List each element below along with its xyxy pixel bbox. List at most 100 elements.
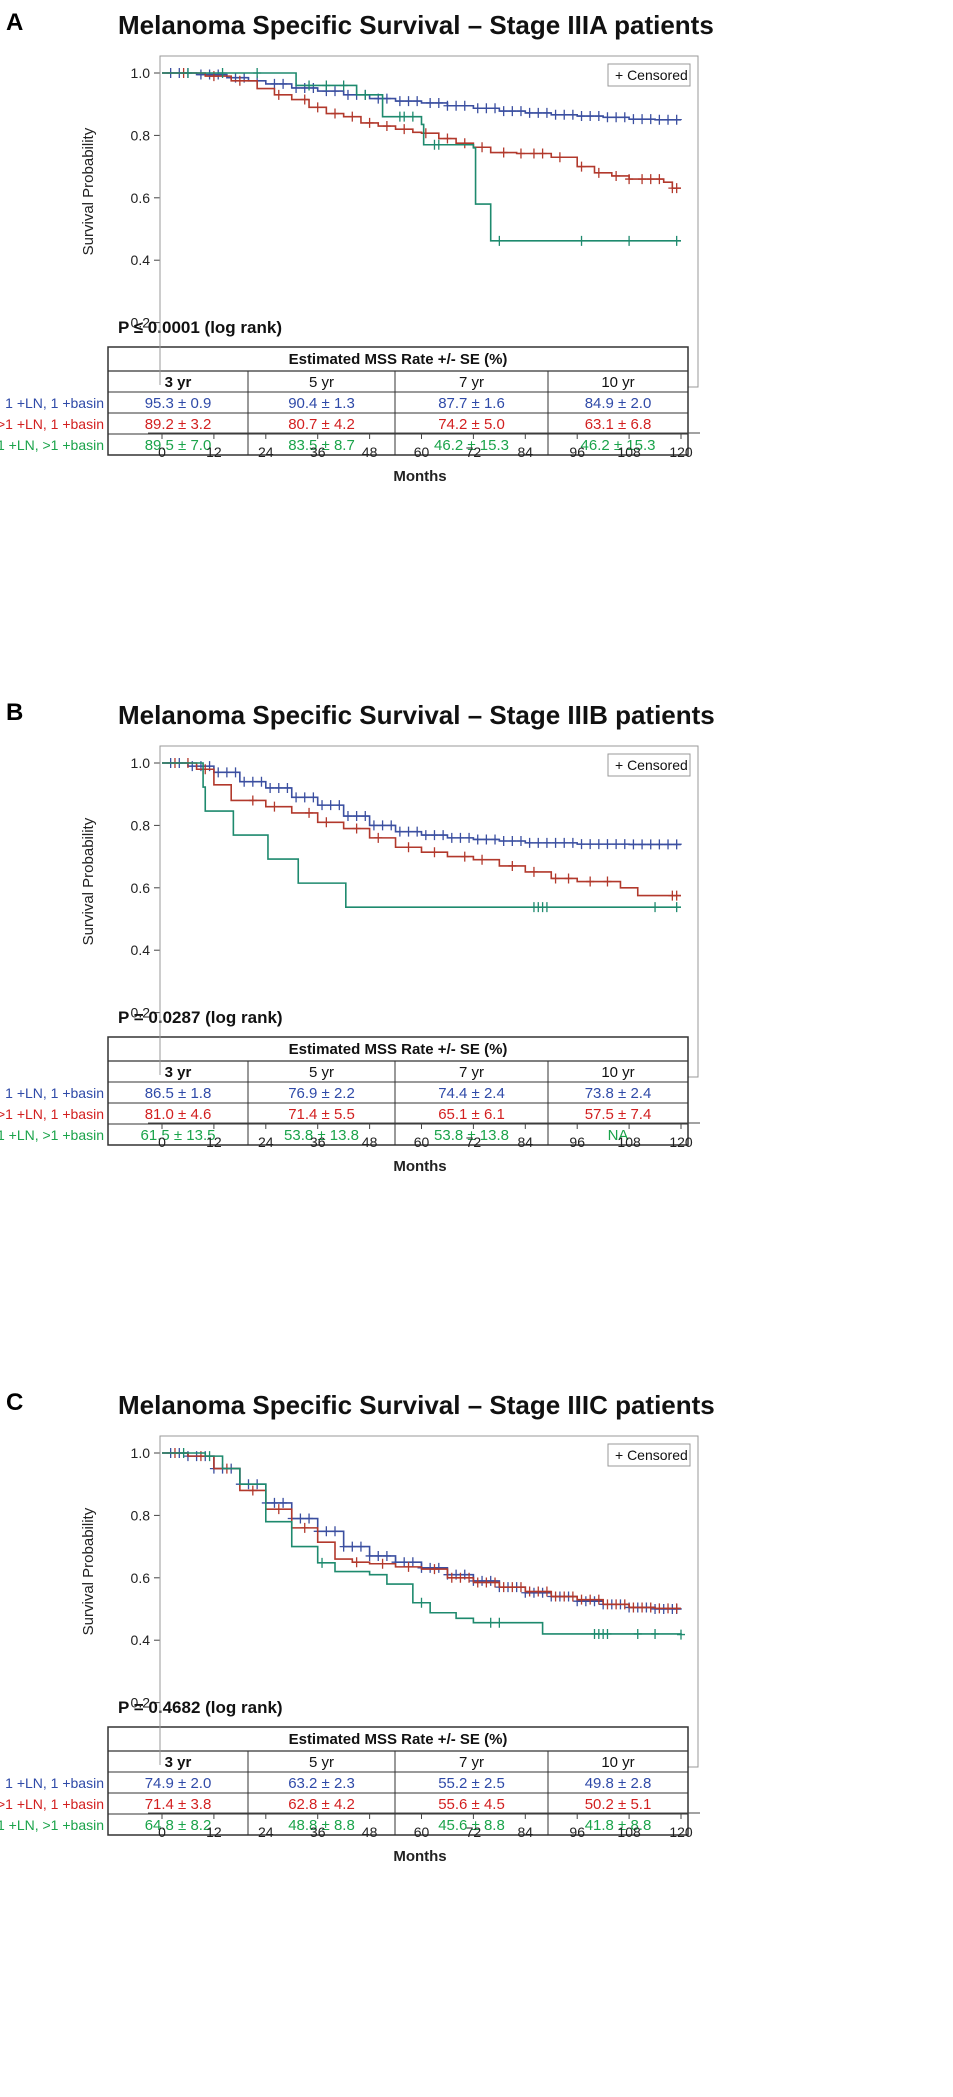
censor-mark	[452, 100, 461, 111]
p-value: P = 0.0287 (log rank)	[118, 1008, 283, 1027]
panel-label: B	[6, 699, 23, 726]
x-tick-label: 96	[569, 444, 585, 460]
censor-mark	[339, 80, 348, 91]
x-tick-label: 60	[414, 1134, 430, 1150]
censor-mark	[655, 174, 664, 185]
censor-mark	[365, 1550, 374, 1561]
censor-mark	[542, 837, 551, 848]
censor-mark	[335, 800, 344, 811]
censor-mark	[586, 876, 595, 887]
x-tick-label: 120	[669, 1824, 693, 1840]
table-cell: 89.2 ± 3.2	[145, 416, 212, 433]
chart-title: Melanoma Specific Survival – Stage IIIA …	[118, 10, 714, 40]
censor-mark	[400, 124, 409, 135]
censor-mark	[664, 114, 673, 125]
censor-mark	[633, 1628, 642, 1639]
x-tick-label: 84	[518, 1134, 534, 1150]
row-label: >1 +LN, >1 +basin	[0, 1127, 104, 1143]
x-tick-label: 120	[669, 1134, 693, 1150]
row-label: >1 +LN, 1 +basin	[0, 1106, 104, 1122]
censor-mark	[560, 1591, 569, 1602]
censor-mark	[655, 1603, 664, 1614]
censor-mark	[612, 1599, 621, 1610]
censor-mark	[313, 102, 322, 113]
censor-mark	[473, 834, 482, 845]
censor-mark	[395, 96, 404, 107]
legend-text: + Censored	[615, 1447, 688, 1463]
censor-mark	[594, 167, 603, 178]
censor-mark	[322, 80, 331, 91]
censor-mark	[491, 834, 500, 845]
table-frame	[107, 1726, 689, 1836]
censor-mark	[638, 174, 647, 185]
table-column-header: 3 yr	[165, 1064, 192, 1081]
survival-curve	[162, 762, 682, 846]
censor-mark	[300, 1522, 309, 1533]
x-tick-label: 24	[258, 1134, 274, 1150]
censor-marks	[179, 68, 681, 194]
x-tick-label: 36	[310, 1134, 326, 1150]
y-tick-label: 0.4	[131, 1632, 151, 1648]
censor-mark	[586, 1594, 595, 1605]
censor-mark	[430, 830, 439, 841]
censor-mark	[672, 1603, 681, 1614]
censor-marks	[529, 902, 681, 913]
censor-mark	[672, 183, 681, 194]
table-frame	[107, 1036, 689, 1146]
censor-mark	[352, 1557, 361, 1568]
censor-mark	[577, 161, 586, 172]
censor-mark	[248, 795, 257, 806]
censor-mark	[430, 847, 439, 858]
table-cell: 80.7 ± 4.2	[288, 416, 355, 433]
x-axis-label: Months	[393, 468, 446, 485]
censor-mark	[300, 792, 309, 803]
censor-mark	[646, 839, 655, 850]
censor-mark	[664, 1603, 673, 1614]
table-cell: 53.8 ± 13.8	[434, 1127, 509, 1144]
table-cell: 55.2 ± 2.5	[438, 1775, 505, 1792]
y-tick-label: 0.8	[131, 1507, 151, 1523]
censor-mark	[356, 1541, 365, 1552]
censor-mark	[240, 776, 249, 787]
censor-mark	[564, 873, 573, 884]
censor-mark	[482, 1577, 491, 1588]
censor-mark	[677, 1629, 685, 1640]
censor-mark	[551, 1591, 560, 1602]
censor-mark	[305, 1513, 314, 1524]
censor-mark	[426, 97, 435, 108]
censor-mark	[655, 114, 664, 125]
table-column-header: 3 yr	[165, 374, 192, 391]
table-cell: 87.7 ± 1.6	[438, 395, 505, 412]
censor-mark	[400, 111, 409, 122]
x-tick-label: 12	[206, 444, 222, 460]
row-label: 1 +LN, 1 +basin	[5, 1085, 104, 1101]
table-cell: 71.4 ± 3.8	[145, 1796, 212, 1813]
table-cell: 61.5 ± 13.5	[141, 1127, 216, 1144]
table-title: Estimated MSS Rate +/- SE (%)	[289, 1731, 508, 1748]
censor-mark	[499, 106, 508, 117]
table-frame	[107, 346, 689, 456]
legend-box	[607, 1443, 691, 1467]
censor-mark	[482, 834, 491, 845]
censor-mark	[274, 89, 283, 100]
table-cell: 53.8 ± 13.8	[284, 1127, 359, 1144]
y-tick-label: 0.4	[131, 942, 151, 958]
censor-marks	[170, 1448, 681, 1614]
row-label: >1 +LN, 1 +basin	[0, 416, 104, 432]
censor-mark	[516, 836, 525, 846]
table-cell: 50.2 ± 5.1	[585, 1796, 652, 1813]
censor-mark	[603, 112, 612, 123]
censor-mark	[508, 836, 517, 846]
censor-mark	[629, 1602, 638, 1613]
censor-mark	[594, 1594, 603, 1605]
x-tick-label: 36	[310, 444, 326, 460]
censor-mark	[620, 839, 629, 850]
table-column-header: 7 yr	[459, 374, 484, 391]
censor-mark	[672, 114, 681, 125]
censor-mark	[478, 854, 487, 865]
censor-mark	[352, 811, 361, 822]
censor-mark	[672, 839, 681, 850]
x-tick-label: 12	[206, 1824, 222, 1840]
table-column-header: 7 yr	[459, 1754, 484, 1771]
table-title: Estimated MSS Rate +/- SE (%)	[289, 1041, 508, 1058]
